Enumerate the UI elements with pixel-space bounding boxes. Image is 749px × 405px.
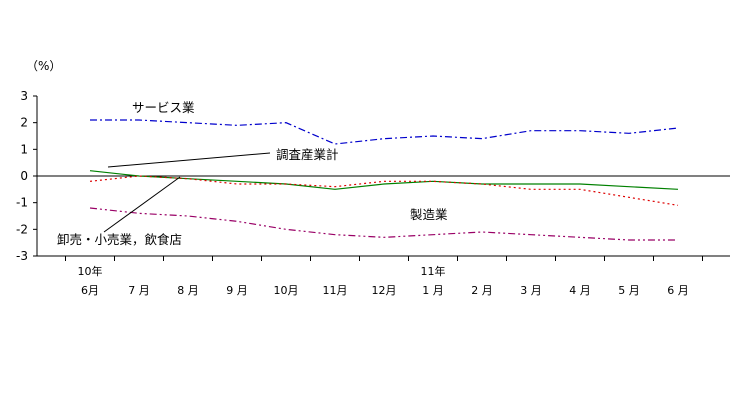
- label-manufacturing: 製造業: [410, 207, 448, 222]
- label-service: サービス業: [132, 100, 195, 115]
- y-tick-label: -2: [16, 222, 28, 236]
- x-month-label: 10月: [274, 284, 299, 297]
- y-tick-label: 3: [20, 89, 28, 103]
- x-year-label: 11年: [421, 264, 446, 278]
- x-month-label: 6 月: [667, 284, 689, 297]
- y-axis-unit-label: （%）: [26, 59, 61, 73]
- series-line: [89, 170, 679, 190]
- label-total: 調査産業計: [276, 147, 339, 162]
- x-month-label: 7 月: [128, 284, 150, 297]
- x-month-label: 11月: [323, 284, 348, 297]
- y-tick-label: 0: [20, 169, 28, 183]
- x-month-label: 1 月: [422, 284, 444, 297]
- y-tick-label: -3: [16, 249, 28, 263]
- series-line: [89, 175, 679, 206]
- y-tick-label: 2: [20, 116, 28, 130]
- x-month-label: 8 月: [177, 284, 199, 297]
- x-month-label: 12月: [372, 284, 397, 297]
- x-month-label: 3 月: [520, 284, 542, 297]
- label-wholesale: 卸売・小売業，飲食店: [57, 232, 182, 247]
- leader-line-wholesale: [103, 176, 181, 233]
- series-line: [90, 119, 679, 145]
- x-month-label: 6月: [81, 284, 99, 297]
- x-month-label: 4 月: [569, 284, 591, 297]
- x-month-label: 5 月: [618, 284, 640, 297]
- axes: 3 2 1 0 -1 -2 -3 10年 6月 7 月 8 月 9 月 10月 11月 12月 11年 1 月 2…: [16, 89, 730, 297]
- y-tick-label: 1: [20, 142, 28, 156]
- x-month-label: 9 月: [226, 284, 248, 297]
- series-layer: [89, 119, 679, 241]
- y-tick-label: -1: [16, 196, 28, 210]
- x-year-label: 10年: [78, 264, 103, 278]
- leader-line-total: [107, 152, 271, 168]
- series-line: [89, 207, 678, 241]
- x-month-label: 2 月: [471, 284, 493, 297]
